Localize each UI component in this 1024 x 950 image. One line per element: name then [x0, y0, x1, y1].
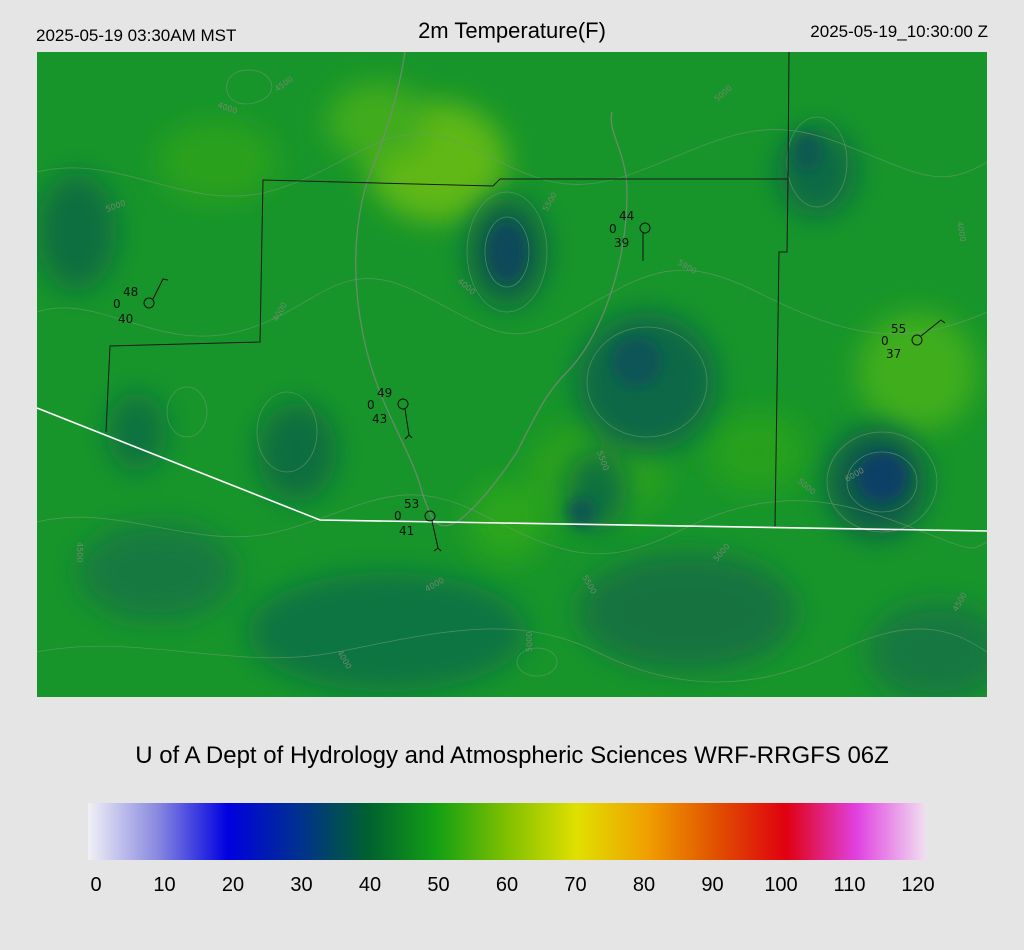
model-credit: U of A Dept of Hydrology and Atmospheric… [135, 742, 889, 769]
contour-label: 5000 [525, 632, 534, 652]
station-temp: 53 [404, 497, 419, 511]
map-title: 2m Temperature(F) [418, 18, 606, 43]
station-temp: 55 [891, 322, 906, 336]
station-zero: 0 [394, 509, 402, 523]
station-dewpoint: 43 [372, 412, 387, 426]
colorbar-tick-label: 40 [358, 874, 382, 896]
contour-label: 4500 [75, 542, 84, 562]
colorbar-tick-label: 0 [90, 874, 102, 896]
station-dewpoint: 41 [399, 524, 414, 538]
colorbar-tick-label: 20 [221, 874, 245, 896]
colorbar-tick-labels: 0 10 20 30 40 50 60 70 80 90 100 110 120 [0, 874, 1024, 904]
station-plot[interactable]: 48 0 40 [113, 278, 169, 326]
border-line [37, 407, 987, 532]
colorbar-tick-label: 90 [701, 874, 724, 896]
warm-patches [157, 82, 977, 562]
temperature-colorbar [88, 803, 926, 860]
map-canvas: 4000 4500 5000 5500 6000 5900 4000 5000 … [37, 52, 987, 697]
station-dewpoint: 39 [614, 236, 629, 250]
colorbar-tick-label: 100 [764, 874, 798, 896]
county-boundaries [105, 52, 790, 528]
colorbar-tick-label: 70 [564, 874, 587, 896]
station-dewpoint: 37 [886, 347, 901, 361]
station-plot[interactable]: 55 0 37 [881, 319, 946, 361]
station-plot[interactable]: 44 0 39 [609, 209, 651, 261]
colorbar-tick-label: 50 [427, 874, 450, 896]
station-zero: 0 [367, 398, 375, 412]
cold-cores [487, 132, 907, 527]
river-line [355, 52, 628, 527]
colorbar-tick-label: 30 [290, 874, 313, 896]
station-zero: 0 [113, 297, 121, 311]
local-time-label: 2025-05-19 03:30AM MST [36, 26, 237, 45]
terrain-contours [37, 69, 987, 683]
station-temp: 48 [123, 285, 138, 299]
colorbar-tick-label: 10 [153, 874, 176, 896]
station-temp: 44 [619, 209, 634, 223]
colorbar-tick-label: 60 [495, 874, 519, 896]
utc-time-label: 2025-05-19_10:30:00 Z [810, 22, 988, 41]
station-dewpoint: 40 [118, 312, 133, 326]
colorbar-tick-label: 120 [901, 874, 935, 896]
contour-label: 4000 [955, 221, 967, 243]
station-zero: 0 [609, 222, 617, 236]
station-plot[interactable]: 49 0 43 [367, 386, 413, 440]
station-plot[interactable]: 53 0 41 [394, 497, 442, 552]
temperature-map[interactable]: 4000 4500 5000 5500 6000 5900 4000 5000 … [37, 52, 987, 697]
colorbar-tick-label: 80 [632, 874, 656, 896]
station-temp: 49 [377, 386, 392, 400]
colorbar-tick-label: 110 [833, 874, 866, 896]
station-zero: 0 [881, 334, 889, 348]
